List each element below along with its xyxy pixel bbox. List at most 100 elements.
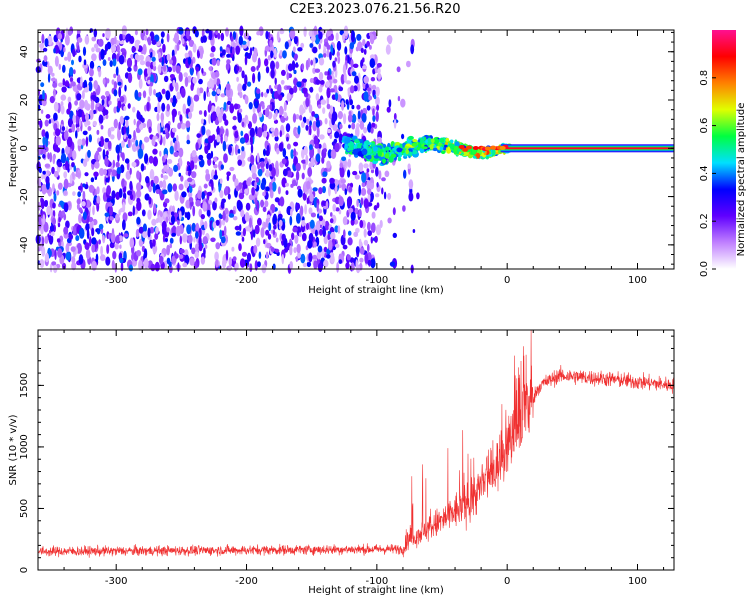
spectrogram-cell <box>107 202 113 207</box>
spectrogram-cell <box>252 229 256 238</box>
spectrogram-cell <box>407 163 411 170</box>
x-tick-label: 0 <box>504 275 510 286</box>
spectrogram-cell <box>397 96 401 102</box>
spectrogram-cell <box>281 69 286 76</box>
spectrogram-cell <box>342 216 348 226</box>
spectrogram-cell <box>296 81 302 88</box>
spectrogram-cell <box>329 105 334 115</box>
spectrogram-cell <box>191 222 196 232</box>
spectrogram-cell <box>45 114 51 119</box>
spectrogram-cell <box>61 126 66 131</box>
spectrogram-cell <box>48 234 54 245</box>
spectrogram-cell <box>115 66 119 76</box>
spectrogram-cell <box>363 142 367 150</box>
spectrogram-cell <box>443 144 448 148</box>
spectrogram-cell <box>301 63 305 71</box>
spectrogram-cell <box>348 111 352 115</box>
spectrogram-cell <box>359 257 364 263</box>
spectrogram-cell <box>237 112 242 124</box>
spectrogram-cell <box>161 102 166 112</box>
spectrogram-cell <box>200 214 205 220</box>
spectrogram-cell <box>153 175 159 185</box>
spectrogram-cell <box>270 68 275 79</box>
spectrogram-cell <box>241 148 246 160</box>
spectrogram-cell <box>337 55 341 65</box>
spectrogram-cell <box>57 182 63 190</box>
spectrogram-cell <box>344 188 348 196</box>
spectrogram-cell <box>216 125 220 137</box>
spectrogram-cell <box>83 79 88 90</box>
spectrogram-cell <box>403 169 407 179</box>
spectrogram-cell <box>350 85 355 94</box>
spectrogram-cell <box>386 35 393 43</box>
spectrogram-cell <box>334 131 340 139</box>
spectrogram-cell <box>136 250 142 257</box>
spectrogram-cell <box>141 143 145 151</box>
spectrogram-cell <box>107 57 111 61</box>
spectrogram-cell <box>49 96 55 104</box>
spectrogram-cell <box>220 236 226 244</box>
spectrogram-cell <box>186 211 191 221</box>
spectrogram-cell <box>136 189 142 198</box>
spectrogram-cell <box>313 260 318 270</box>
spectrogram-cell <box>282 50 287 59</box>
spectrogram-cell <box>53 112 58 122</box>
spectrogram-cell <box>145 176 150 184</box>
spectrogram-cell <box>71 256 76 264</box>
spectrogram-cell <box>131 46 136 53</box>
spectrogram-cell <box>338 86 344 92</box>
spectrogram-cell <box>279 105 284 116</box>
spectrogram-cell <box>98 38 104 47</box>
spectrogram-cell <box>245 202 251 211</box>
spectrogram-cell <box>42 47 48 52</box>
spectrogram-cell <box>252 106 256 114</box>
spectrogram-cell <box>44 200 48 207</box>
spectrogram-cell <box>177 122 182 130</box>
spectrogram-cell <box>82 183 86 188</box>
spectrogram-cell <box>81 201 86 207</box>
spectrogram-cell <box>220 200 225 209</box>
spectrogram-cell <box>100 125 104 130</box>
spectrogram-cell <box>89 60 95 70</box>
spectrogram-cell <box>55 135 61 146</box>
spectrogram-cell <box>342 33 345 42</box>
spectrogram-cell <box>187 95 191 107</box>
spectrogram-y-label: Frequency (Hz) <box>8 112 19 188</box>
spectrogram-cell <box>331 111 338 122</box>
spectrogram-cell <box>61 86 67 93</box>
spectrogram-cell <box>169 74 175 79</box>
spectrogram-cell <box>191 150 197 158</box>
spectrogram-cell <box>187 56 192 65</box>
spectrogram-cell <box>198 243 203 252</box>
spectrogram-cell <box>138 91 142 98</box>
spectrogram-cell <box>357 143 362 150</box>
spectrogram-cell <box>261 91 264 98</box>
spectrogram-cell <box>296 213 301 224</box>
spectrogram-cell <box>164 153 168 160</box>
spectrogram-cell <box>334 225 339 233</box>
spectrogram-cell <box>293 141 299 147</box>
spectrogram-cell <box>323 259 329 268</box>
spectrogram-cell <box>313 25 318 36</box>
spectrogram-cell <box>164 127 168 132</box>
spectrogram-cell <box>293 126 298 137</box>
y-tick-label: -20 <box>19 188 30 204</box>
spectrogram-cell <box>240 130 244 137</box>
spectrogram-cell <box>291 232 295 241</box>
spectrogram-cell <box>51 77 56 82</box>
spectrogram-cell <box>254 101 259 109</box>
spectrogram-cell <box>296 251 301 259</box>
spectrogram-cell <box>282 148 287 158</box>
spectrogram-cell <box>233 103 239 110</box>
spectrogram-cell <box>179 235 182 245</box>
spectrogram-cell <box>281 233 286 241</box>
spectrogram-cell <box>254 181 257 190</box>
spectrogram-cell <box>286 170 293 178</box>
spectrogram-cell <box>400 98 406 108</box>
spectrogram-cell <box>176 134 179 143</box>
spectrogram-cell <box>374 235 378 243</box>
spectrogram-cell <box>165 130 169 140</box>
spectrogram-cell <box>164 238 168 242</box>
spectrogram-cell <box>63 178 69 190</box>
spectrogram-cell <box>178 254 184 259</box>
